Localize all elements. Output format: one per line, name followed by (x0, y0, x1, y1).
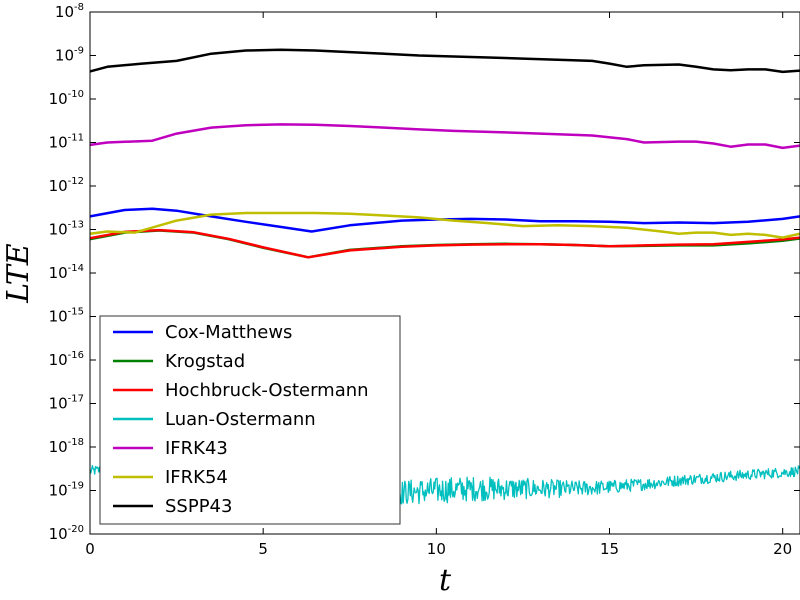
y-tick-label: 10-19 (49, 481, 84, 500)
series-layer (89, 48, 800, 506)
y-tick-label: 10-14 (49, 263, 84, 282)
y-tick-label: 10-8 (55, 2, 84, 21)
y-tick-label: 10-15 (49, 307, 84, 326)
legend-entry: IFRK43 (165, 438, 228, 459)
legend-entry: Krogstad (165, 351, 245, 372)
y-tick-label: 10-16 (49, 350, 84, 369)
legend-entry: SSPP43 (165, 496, 232, 517)
legend-entry: IFRK54 (165, 467, 228, 488)
legend-entry: Cox-Matthews (165, 322, 292, 343)
x-axis-label: t (439, 563, 452, 598)
y-tick-label: 10-12 (49, 176, 84, 195)
y-axis-label: LTE (1, 243, 36, 303)
y-tick-label: 10-18 (49, 437, 84, 456)
y-tick-label: 10-9 (55, 46, 84, 65)
legend-entry: Hochbruck-Ostermann (165, 380, 369, 401)
series-line-hochbruck-ostermann (89, 228, 800, 259)
x-tick-label: 0 (85, 540, 95, 558)
legend-entry: Luan-Ostermann (165, 409, 316, 430)
series-line-cox-matthews (89, 207, 800, 233)
x-tick-label: 20 (773, 540, 792, 558)
y-tick-label: 10-17 (49, 394, 84, 413)
legend: Cox-Matthews Krogstad Hochbruck-Ostermann L… (99, 315, 401, 525)
x-tick-label: 5 (258, 540, 268, 558)
series-line-ifrk54 (89, 211, 800, 239)
y-tick-label: 10-20 (49, 524, 84, 543)
series-line-sspp43 (89, 48, 800, 74)
series-line-ifrk43 (89, 123, 800, 150)
x-tick-label: 15 (600, 540, 619, 558)
x-tick-label: 10 (427, 540, 446, 558)
y-tick-label: 10-11 (49, 133, 84, 152)
ticks-layer: 0 5 10 15 20 10-20 10-19 10-18 10-17 10-16 10-15 10… (49, 2, 800, 558)
y-tick-label: 10-10 (49, 89, 84, 108)
y-tick-label: 10-13 (49, 220, 84, 239)
